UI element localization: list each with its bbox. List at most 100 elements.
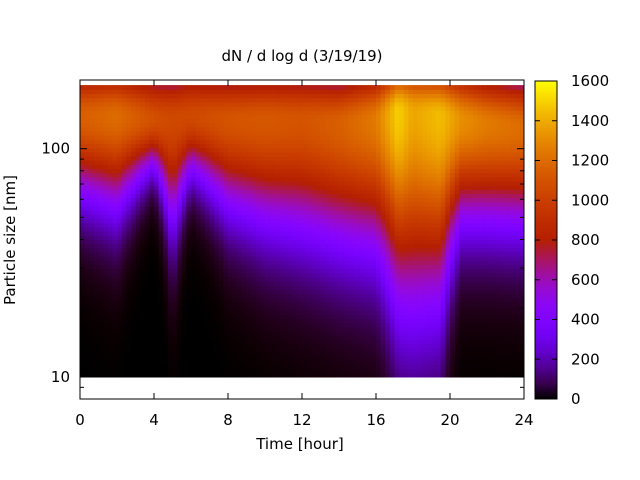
heatmap-cell [200,251,206,257]
heatmap-cell [385,310,391,315]
heatmap-cell [348,214,354,220]
heatmap-cell [181,368,187,374]
heatmap-cell [288,343,294,349]
heatmap-cell [371,247,377,253]
heatmap-cell [191,147,197,153]
heatmap-cell [200,351,206,357]
heatmap-cell [362,139,368,145]
heatmap-cell [195,193,201,199]
heatmap-cell [320,226,326,232]
heatmap-cell [209,185,215,190]
heatmap-cell [334,110,340,115]
heatmap-cell [93,301,100,307]
heatmap-cell [315,118,322,124]
heatmap-cell [357,339,363,345]
heatmap-cell [80,322,86,328]
heatmap-cell [241,226,248,232]
heatmap-cell [403,306,409,311]
heatmap-cell [135,318,141,324]
heatmap-cell [126,276,132,282]
heatmap-cell [260,230,266,236]
heatmap-cell [167,164,174,170]
heatmap-cell [274,126,280,132]
heatmap-cell [223,122,229,128]
heatmap-cell [329,201,335,207]
heatmap-cell [306,180,312,186]
heatmap-cell [320,343,326,349]
heatmap-cell [241,122,248,128]
heatmap-cell [149,105,155,111]
heatmap-cell [177,247,183,253]
heatmap-cell [209,297,215,303]
heatmap-cell [218,126,224,132]
heatmap-cell [181,147,187,153]
heatmap-cell [334,260,340,265]
heatmap-cell [237,335,243,340]
heatmap-cell [223,85,229,90]
heatmap-cell [195,230,201,236]
heatmap-cell [315,343,322,349]
heatmap-cell [302,164,308,170]
heatmap-cell [89,260,95,265]
heatmap-cell [158,180,164,186]
heatmap-cell [269,155,275,161]
heatmap-cell [214,176,220,182]
heatmap-cell [352,356,359,361]
heatmap-cell [191,314,197,320]
heatmap-cell [366,160,372,165]
heatmap-cell [288,239,294,245]
heatmap-cell [320,93,326,99]
heatmap-cell [163,247,169,253]
heatmap-cell [163,372,169,378]
heatmap-cell [352,193,359,199]
heatmap-cell [112,301,118,307]
heatmap-cell [172,189,178,195]
heatmap-cell [366,251,372,257]
heatmap-cell [93,297,100,303]
heatmap-cell [214,197,220,203]
heatmap-cell [112,89,118,95]
heatmap-cell [158,293,164,299]
heatmap-cell [117,93,123,99]
heatmap-cell [371,214,377,220]
heatmap-cell [154,243,160,249]
heatmap-cell [177,185,183,190]
heatmap-cell [255,301,261,307]
heatmap-cell [186,172,192,178]
heatmap-cell [371,197,377,203]
heatmap-cell [167,172,174,178]
heatmap-cell [112,297,118,303]
heatmap-cell [251,201,257,207]
heatmap-cell [103,168,109,174]
heatmap-cell [181,372,187,378]
heatmap-cell [130,272,137,278]
heatmap-cell [209,310,215,315]
heatmap-cell [311,322,317,328]
heatmap-cell [167,110,174,115]
heatmap-cell [302,151,308,157]
heatmap-cell [302,360,308,365]
heatmap-cell [246,322,252,328]
heatmap-cell [311,235,317,240]
heatmap-cell [103,155,109,161]
heatmap-cell [218,251,224,257]
heatmap-cell [246,335,252,340]
heatmap-cell [84,226,90,232]
heatmap-cell [399,180,405,186]
heatmap-cell [172,314,178,320]
heatmap-cell [186,210,192,215]
heatmap-cell [399,326,405,332]
heatmap-cell [228,226,234,232]
heatmap-cell [343,155,349,161]
heatmap-cell [93,372,100,378]
heatmap-cell [223,172,229,178]
heatmap-cell [186,251,192,257]
heatmap-cell [130,197,137,203]
heatmap-cell [204,289,211,295]
heatmap-cell [306,89,312,95]
heatmap-cell [140,201,146,207]
heatmap-cell [241,218,248,224]
heatmap-cell [403,368,409,374]
heatmap-cell [329,356,335,361]
heatmap-cell [149,89,155,95]
